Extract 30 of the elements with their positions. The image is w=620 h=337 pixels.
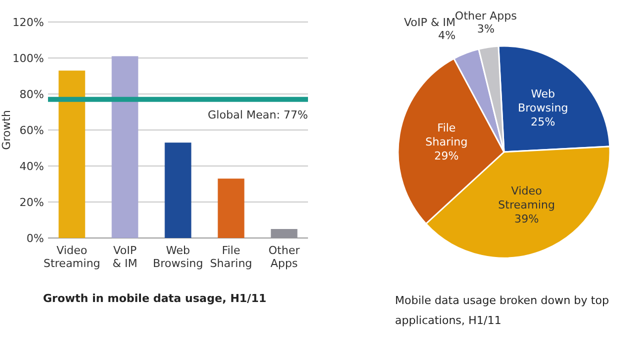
x-tick-label: Web Browsing (152, 244, 204, 270)
y-tick-label: 40% (20, 160, 44, 173)
slice-label: VoIP & IM (404, 16, 456, 30)
x-tick-label: File Sharing (210, 244, 252, 270)
text: Mobile data usage broken down by top applications, H1/11 (395, 294, 609, 327)
text: Growth in mobile data usage, H1/11 (43, 292, 266, 305)
y-tick-label: 120% (12, 16, 44, 29)
x-tick-label: Other Apps (268, 244, 300, 270)
x-tick-label: VoIP & IM (112, 244, 138, 270)
data-label: 39% (514, 212, 539, 226)
data-label: 25% (530, 116, 556, 129)
bar (112, 56, 138, 238)
data-label: 3% (477, 22, 495, 36)
data-label: 29% (434, 149, 459, 162)
x-tick-label: Video Streaming (43, 244, 100, 270)
ref-line-label: Global Mean: 77% (208, 108, 308, 122)
y-axis-title: Growth (0, 110, 13, 150)
y-tick-label: 0% (26, 232, 44, 245)
y-tick-label: 20% (20, 196, 44, 209)
slice-label: Video Streaming (498, 184, 555, 212)
bar (218, 178, 244, 238)
slice-label: Other Apps (454, 9, 518, 22)
y-tick-label: 100% (12, 52, 44, 65)
slice-label: File Sharing (425, 121, 468, 148)
bar (58, 70, 86, 238)
data-label: 4% (438, 29, 456, 42)
y-tick-label: 60% (20, 124, 44, 137)
y-tick-label: 80% (20, 88, 44, 101)
bar (164, 142, 192, 238)
slice-label: Web Browsing (518, 88, 568, 115)
